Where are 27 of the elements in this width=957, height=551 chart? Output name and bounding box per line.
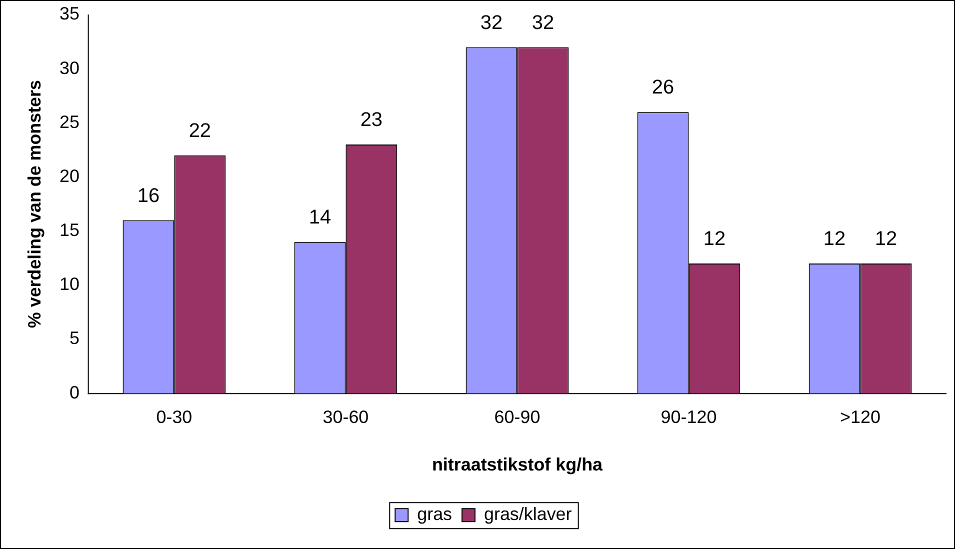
data-label: 12: [874, 228, 898, 250]
data-label: 14: [308, 206, 332, 228]
data-label: 23: [360, 109, 383, 132]
x-tick-label: 60-90: [494, 407, 540, 428]
y-tick-label: 15: [59, 220, 80, 240]
data-label: 16: [137, 184, 160, 207]
y-tick-label: 25: [59, 112, 80, 132]
x-axis-title: nitraatstikstof kg/ha: [432, 454, 604, 474]
data-label: 32: [532, 12, 554, 34]
data-label: 26: [652, 76, 674, 99]
y-tick-label: 0: [69, 382, 80, 402]
y-axis-title: % verdeling van de monsters: [24, 80, 45, 328]
y-tick-label: 5: [69, 328, 80, 348]
y-tick-label: 10: [59, 274, 80, 294]
y-tick-label: 20: [59, 166, 80, 186]
x-tick-label: >120: [840, 407, 880, 428]
x-tick-label: 0-30: [156, 407, 192, 428]
x-tick-label: 30-60: [322, 407, 369, 428]
y-tick-label: 35: [59, 4, 80, 24]
data-label: 22: [188, 120, 212, 142]
x-tick-label: 90-120: [660, 407, 717, 428]
legend-label: gras/klaver: [484, 504, 572, 524]
data-label: 32: [480, 12, 503, 34]
y-tick-label: 30: [59, 58, 80, 78]
data-label: 12: [703, 228, 726, 250]
legend-label: gras: [417, 504, 452, 524]
data-label: 12: [823, 228, 846, 250]
